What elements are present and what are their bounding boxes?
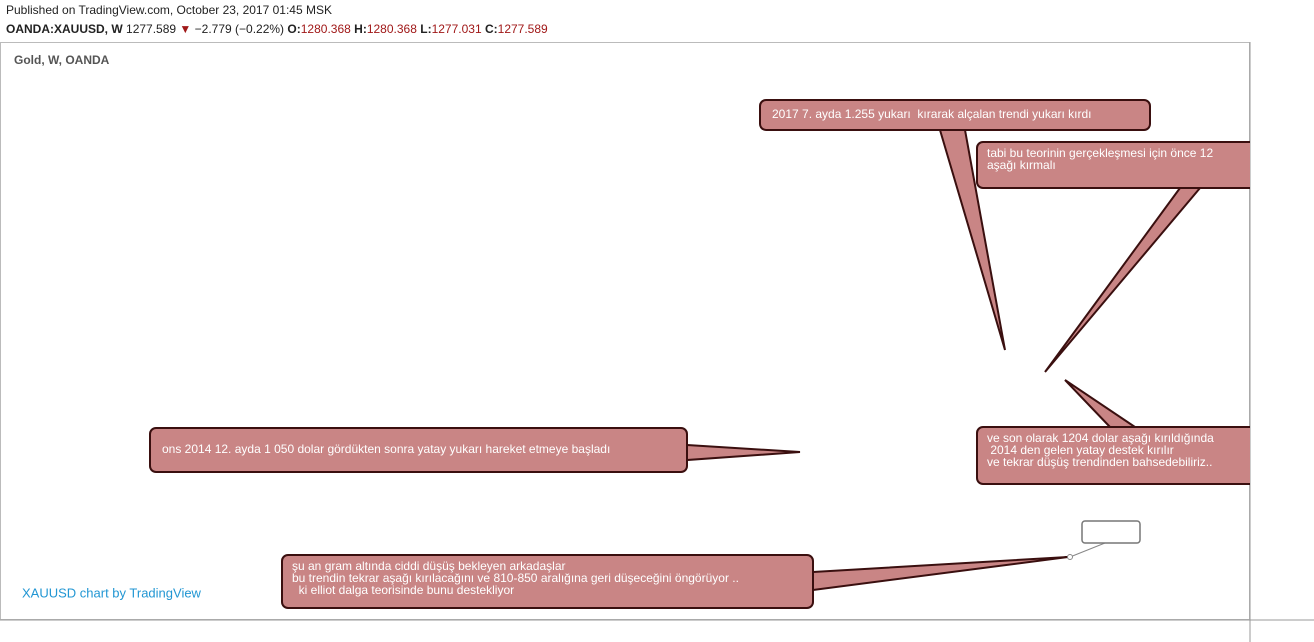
close: 1277.589: [497, 22, 548, 36]
open: 1280.368: [300, 22, 351, 36]
change: −2.779 (−0.22%): [194, 22, 285, 36]
callout-pointer: [812, 556, 1069, 592]
annotations: 2017 7. ayda 1.255 yukarı kırarak alçala…: [149, 99, 1250, 609]
target-pointer: [1069, 542, 1106, 558]
callout-text: aşağı kırmalı: [987, 158, 1056, 172]
arrow: ▼: [179, 22, 192, 36]
published-note: Published on TradingView.com, October 23…: [6, 3, 332, 17]
legend: Gold, W, OANDA: [14, 53, 110, 67]
callout-text: ons 2014 12. ayda 1 050 dolar gördükten …: [162, 442, 610, 456]
callout-pointer: [1064, 379, 1139, 428]
callout-text: ve son olarak 1204 dolar aşağı kırıldığı…: [987, 431, 1214, 445]
symbol: OANDA:XAUUSD, W: [6, 22, 123, 36]
last: 1277.589: [126, 22, 177, 36]
callout-box: [759, 99, 1151, 131]
callout-text: 2017 7. ayda 1.255 yukarı kırarak alçala…: [772, 107, 1092, 121]
high: 1280.368: [366, 22, 417, 36]
callout-box: [149, 427, 688, 473]
target-label: 810.878: [1091, 526, 1131, 538]
h-label: H:: [354, 22, 367, 36]
c-label: C:: [484, 22, 498, 36]
callout-box: [281, 554, 814, 609]
target-dot: [1067, 554, 1073, 560]
l-label: L:: [420, 22, 432, 36]
callout-text: ve tekrar düşüş trendinden bahsedebiliri…: [987, 455, 1212, 469]
target-box: [1081, 520, 1141, 544]
callout-text: bu trendin tekrar aşağı kırılacağını ve …: [292, 571, 739, 585]
low: 1277.031: [431, 22, 482, 36]
watermark: XAUUSD chart by TradingView: [22, 585, 202, 600]
symbol-bar: OANDA:XAUUSD, W 1277.589 ▼ −2.779 (−0.22…: [6, 22, 548, 36]
callout-box: [976, 426, 1250, 485]
callout-pointer: [1044, 187, 1203, 373]
callout-pointer: [686, 443, 801, 462]
callout-text: 2014 den gelen yatay destek kırılır: [987, 443, 1174, 457]
callout-text: ki elliot dalga teorisinde bunu destekli…: [292, 583, 514, 597]
callout-text: şu an gram altında ciddi düşüş bekleyen …: [292, 559, 566, 573]
callout-box: [976, 141, 1250, 189]
callout-text: tabi bu teorinin gerçekleşmesi için önce…: [987, 146, 1213, 160]
o-label: O:: [287, 22, 301, 36]
